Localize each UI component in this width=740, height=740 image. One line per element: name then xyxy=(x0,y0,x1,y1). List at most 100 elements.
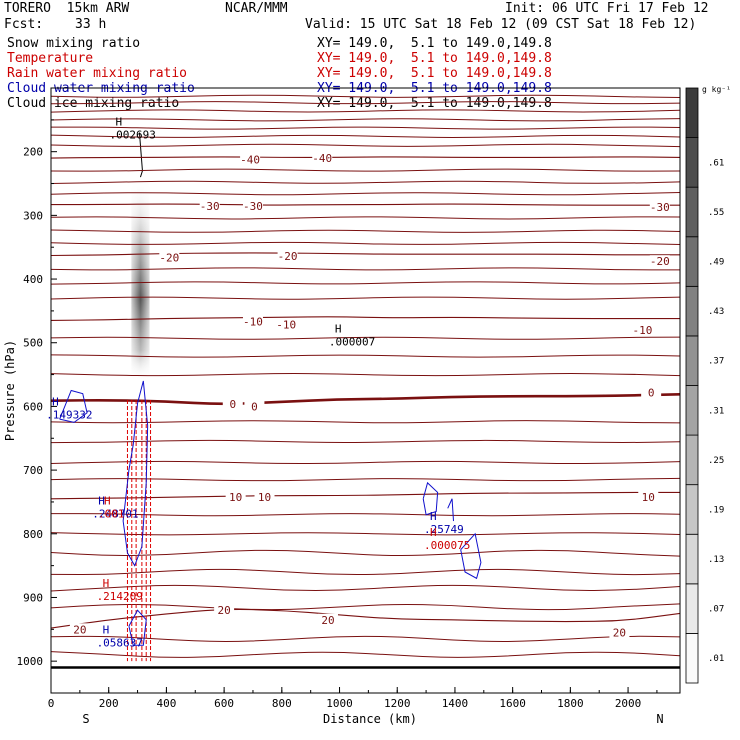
colorbar-level-label: .01 xyxy=(708,654,724,664)
y-tick-label: 300 xyxy=(23,209,43,222)
isotherm-label-bg xyxy=(277,250,298,262)
north-end-label: N xyxy=(656,712,663,726)
isotherm-line xyxy=(51,373,680,377)
isotherm-line xyxy=(51,281,680,285)
isotherm-line xyxy=(51,241,680,246)
isotherm-label: -30 xyxy=(243,200,263,213)
forecast-label: Fcst: xyxy=(4,17,44,32)
max-value-label: .002693 xyxy=(110,128,156,141)
colorbar-level-label: .19 xyxy=(708,505,724,515)
isotherm-label-bg xyxy=(244,400,265,412)
isotherm-label-bg xyxy=(242,315,263,327)
isotherm-line xyxy=(51,143,680,148)
valid-time: Valid: 15 UTC Sat 18 Feb 12 (09 CST Sat … xyxy=(305,17,697,32)
isotherm--40 xyxy=(51,156,680,159)
field-name-snow: Snow mixing ratio xyxy=(7,36,141,51)
cloud-water-contour xyxy=(128,609,147,646)
x-tick-label: 1600 xyxy=(499,697,526,710)
y-tick-label: 1000 xyxy=(17,655,44,668)
isotherm-label: 20 xyxy=(613,627,626,640)
isotherm-line xyxy=(51,477,680,482)
isotherm-label-bg xyxy=(649,255,670,267)
isotherm--30 xyxy=(51,203,680,206)
x-tick-label: 400 xyxy=(156,697,176,710)
isotherm-label: 10 xyxy=(642,491,655,504)
isotherm-line xyxy=(51,532,680,536)
field-name-temperature: Temperature xyxy=(7,51,94,66)
isotherm-line xyxy=(51,336,680,340)
colorbar-bin xyxy=(685,335,699,386)
field-name-rain: Rain water mixing ratio xyxy=(7,66,188,81)
init-time: Init: 06 UTC Fri 17 Feb 12 xyxy=(505,1,709,16)
isotherm-label: 10 xyxy=(229,491,242,504)
y-tick-label: 500 xyxy=(23,337,43,350)
isotherm-label: -20 xyxy=(278,250,298,263)
isotherm-line xyxy=(51,168,680,172)
colorbar-bin xyxy=(685,186,699,238)
plot-frame xyxy=(50,87,681,694)
max-marker-h: H xyxy=(103,624,110,637)
x-tick-label: 0 xyxy=(48,697,55,710)
isotherm-label: 20 xyxy=(73,623,86,636)
colorbar-level-label: .37 xyxy=(708,357,724,367)
colorbar-bin xyxy=(685,385,699,436)
isotherm-label-bg xyxy=(312,152,333,164)
south-end-label: S xyxy=(82,712,89,726)
isotherm-label: 0 xyxy=(251,400,258,413)
isotherm-20 xyxy=(51,608,680,629)
isotherm-label: 10 xyxy=(258,491,271,504)
isotherm-label-bg xyxy=(225,490,246,502)
model-title: TORERO 15km ARW xyxy=(4,1,130,16)
colorbar-level-label: .31 xyxy=(708,406,724,416)
organization: NCAR/MMM xyxy=(225,1,288,16)
isotherm-10 xyxy=(51,491,680,500)
snow-shading-edge xyxy=(131,177,150,381)
isotherm-label: -10 xyxy=(243,316,263,329)
isotherm-label: -10 xyxy=(276,318,296,331)
max-value-label: .001 xyxy=(98,507,125,520)
isotherm-line xyxy=(51,603,680,611)
isotherm-line xyxy=(51,296,680,300)
cloud-water-contour xyxy=(460,532,482,580)
isotherm-line xyxy=(51,134,680,138)
max-value-label: .000007 xyxy=(329,335,375,348)
colorbar-bin xyxy=(685,533,699,585)
x-axis-title: Distance (km) xyxy=(323,712,417,726)
isotherm-line xyxy=(51,94,680,99)
x-tick-label: 2000 xyxy=(615,697,642,710)
isotherm-label: -40 xyxy=(312,152,332,165)
isotherm-line xyxy=(51,191,680,196)
field-xy-rain: XY= 149.0, 5.1 to 149.0,149.8 xyxy=(317,66,552,81)
isotherm-label: -40 xyxy=(240,153,260,166)
isotherm-line xyxy=(51,216,680,220)
max-value-label: .000075 xyxy=(424,539,470,552)
isotherm-line xyxy=(51,460,680,465)
isotherm-label-bg xyxy=(649,201,670,213)
isotherm-label-bg xyxy=(242,199,263,211)
isotherm-label: -30 xyxy=(200,200,220,213)
isotherm-line xyxy=(51,126,680,130)
isotherm-label-bg xyxy=(638,490,659,502)
isotherm-label-bg xyxy=(222,397,243,409)
max-value-label: .25749 xyxy=(424,523,464,536)
colorbar-level-label: .61 xyxy=(708,158,724,168)
isotherm-line xyxy=(51,584,680,592)
colorbar-bin xyxy=(685,434,699,486)
colorbar-bin xyxy=(685,484,699,535)
colorbar-level-label: .55 xyxy=(708,208,724,218)
isotherm-line xyxy=(51,651,680,658)
isotherm-label: -20 xyxy=(650,255,670,268)
isotherm-label-bg xyxy=(199,199,220,211)
isotherm-label-bg xyxy=(276,318,297,330)
x-tick-label: 1200 xyxy=(384,697,411,710)
isotherm-label-bg xyxy=(240,153,261,165)
isotherm-label-bg xyxy=(159,251,180,263)
cloud-water-contour xyxy=(122,380,149,567)
isotherm-line xyxy=(51,101,680,105)
isotherm-label-bg xyxy=(69,623,90,635)
colorbar-bin xyxy=(685,137,699,188)
y-tick-label: 200 xyxy=(23,146,43,159)
cloud-water-contour xyxy=(59,389,88,423)
isotherm-label: 20 xyxy=(217,604,230,617)
